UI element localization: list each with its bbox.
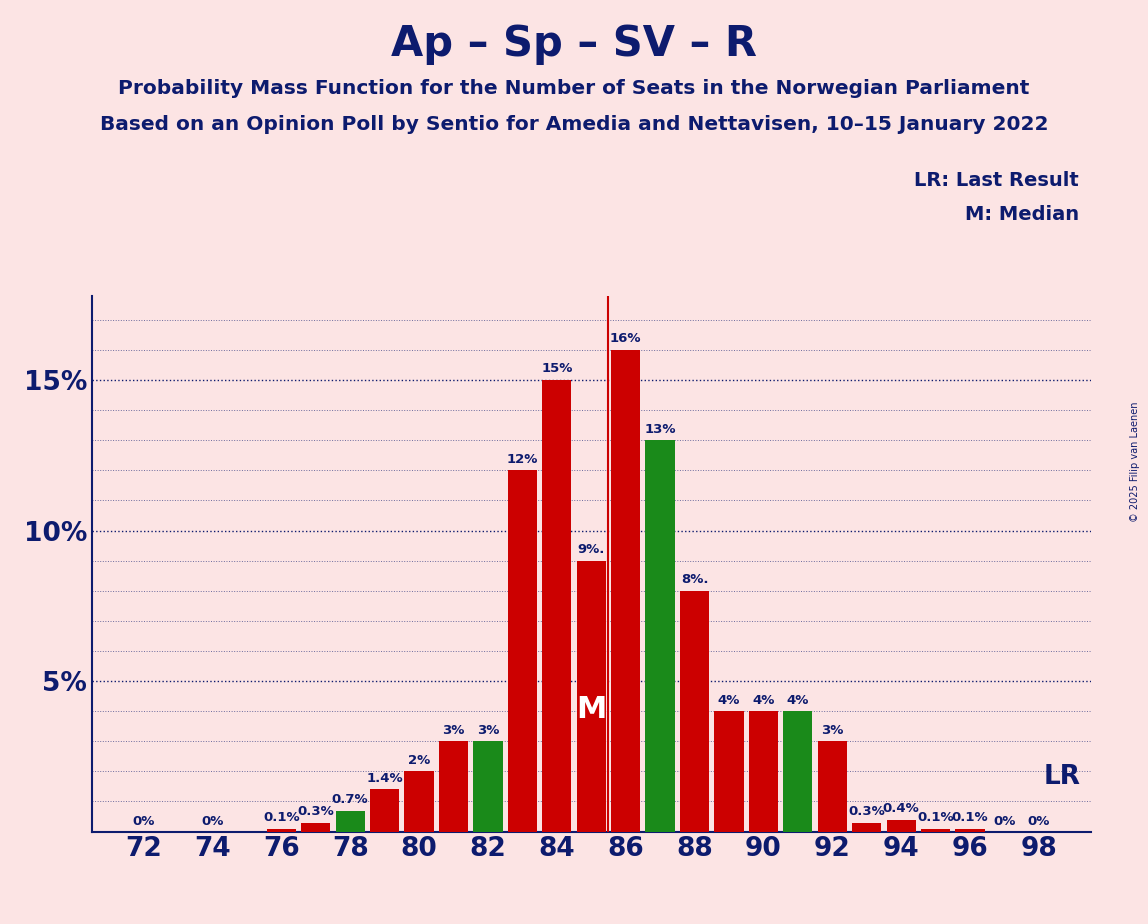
Text: LR: LR — [1044, 764, 1080, 790]
Bar — [473, 741, 503, 832]
Text: Probability Mass Function for the Number of Seats in the Norwegian Parliament: Probability Mass Function for the Number… — [118, 79, 1030, 98]
Text: 0%: 0% — [201, 815, 224, 828]
Bar — [370, 789, 400, 832]
Bar — [542, 380, 572, 832]
Text: 16%: 16% — [610, 333, 642, 346]
Bar — [852, 822, 882, 832]
Bar — [576, 561, 606, 832]
Text: © 2025 Filip van Laenen: © 2025 Filip van Laenen — [1130, 402, 1140, 522]
Text: 0%: 0% — [993, 815, 1016, 828]
Text: 4%: 4% — [752, 694, 775, 707]
Bar — [645, 440, 675, 832]
Text: 0.7%: 0.7% — [332, 793, 369, 806]
Text: 0.3%: 0.3% — [297, 805, 334, 818]
Text: 0%: 0% — [1027, 815, 1050, 828]
Bar — [783, 711, 813, 832]
Text: 0.4%: 0.4% — [883, 802, 920, 815]
Text: M: Median: M: Median — [965, 205, 1079, 225]
Text: 3%: 3% — [442, 723, 465, 736]
Text: M: M — [576, 695, 606, 724]
Text: 0.1%: 0.1% — [263, 811, 300, 824]
Text: 0.3%: 0.3% — [848, 805, 885, 818]
Text: Based on an Opinion Poll by Sentio for Amedia and Nettavisen, 10–15 January 2022: Based on an Opinion Poll by Sentio for A… — [100, 116, 1048, 135]
Bar — [817, 741, 847, 832]
Bar — [680, 590, 709, 832]
Text: 0.1%: 0.1% — [917, 811, 954, 824]
Text: 15%: 15% — [541, 362, 573, 375]
Text: 12%: 12% — [506, 453, 538, 466]
Text: 3%: 3% — [821, 723, 844, 736]
Bar — [714, 711, 744, 832]
Text: 4%: 4% — [718, 694, 740, 707]
Bar — [955, 829, 985, 832]
Text: 3%: 3% — [476, 723, 499, 736]
Bar — [301, 822, 331, 832]
Text: 13%: 13% — [644, 422, 676, 436]
Bar — [507, 470, 537, 832]
Bar — [266, 829, 296, 832]
Bar — [921, 829, 951, 832]
Text: 8%.: 8%. — [681, 573, 708, 586]
Text: LR: Last Result: LR: Last Result — [914, 171, 1079, 190]
Text: 0.1%: 0.1% — [952, 811, 988, 824]
Text: Ap – Sp – SV – R: Ap – Sp – SV – R — [391, 23, 757, 65]
Bar — [611, 350, 641, 832]
Text: 1.4%: 1.4% — [366, 772, 403, 784]
Bar — [748, 711, 778, 832]
Bar — [886, 820, 916, 832]
Text: 4%: 4% — [786, 694, 809, 707]
Text: 2%: 2% — [408, 754, 430, 767]
Bar — [335, 810, 365, 832]
Text: 0%: 0% — [132, 815, 155, 828]
Bar — [404, 772, 434, 832]
Text: 9%.: 9%. — [577, 543, 605, 556]
Bar — [439, 741, 468, 832]
